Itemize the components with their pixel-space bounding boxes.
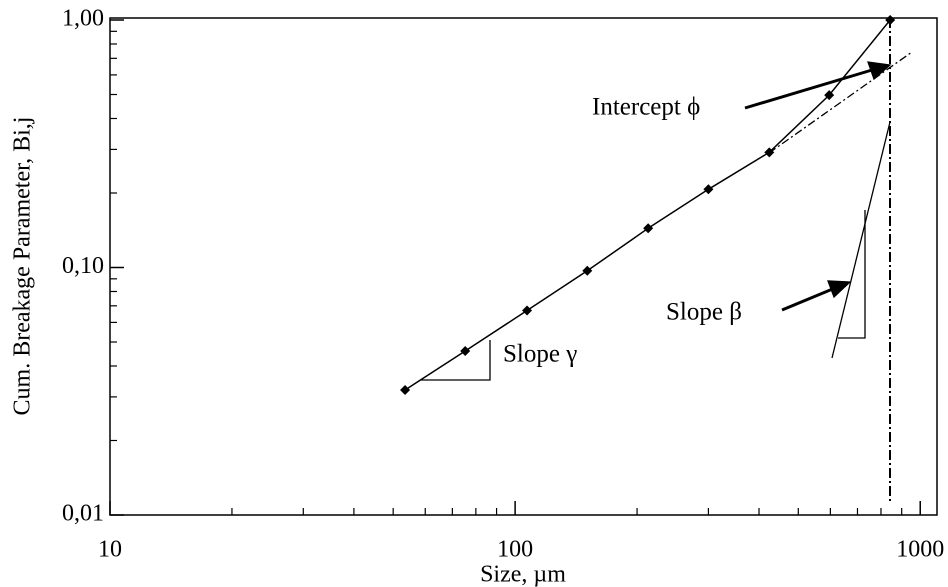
arrowhead xyxy=(827,280,852,299)
data-point xyxy=(703,184,714,195)
data-point xyxy=(460,345,471,356)
series-line xyxy=(404,19,891,391)
annotation: Slope β xyxy=(666,299,742,326)
data-point xyxy=(400,384,411,395)
annotation: Slope γ xyxy=(503,341,577,368)
data-point xyxy=(643,223,654,234)
slope-beta-triangle xyxy=(838,210,866,339)
x-axis-title: Size, µm xyxy=(480,562,566,587)
x-tick-label: 1000 xyxy=(896,537,944,563)
y-tick-label: 1,00 xyxy=(62,6,104,32)
data-point xyxy=(522,305,533,316)
arrowhead xyxy=(867,61,892,81)
plot-frame xyxy=(109,17,938,516)
data-point xyxy=(582,265,593,276)
intercept-line xyxy=(768,51,913,154)
x-tick-label: 10 xyxy=(98,537,122,563)
data-point xyxy=(885,15,896,25)
slope-gamma-triangle xyxy=(420,340,491,381)
slope-beta-line xyxy=(831,121,891,359)
data-point xyxy=(764,147,775,158)
data-point xyxy=(824,90,835,101)
y-tick-label: 0,10 xyxy=(62,253,104,279)
x-tick-label: 100 xyxy=(497,537,533,563)
y-axis-title: Cum. Breakage Parameter, Bi,j xyxy=(10,117,36,416)
y-tick-label: 0,01 xyxy=(62,501,104,527)
slope-arrow xyxy=(781,286,836,312)
annotation-graphics xyxy=(420,18,913,503)
intercept-arrow xyxy=(744,68,873,110)
annotation: Intercept ϕ xyxy=(592,94,700,121)
